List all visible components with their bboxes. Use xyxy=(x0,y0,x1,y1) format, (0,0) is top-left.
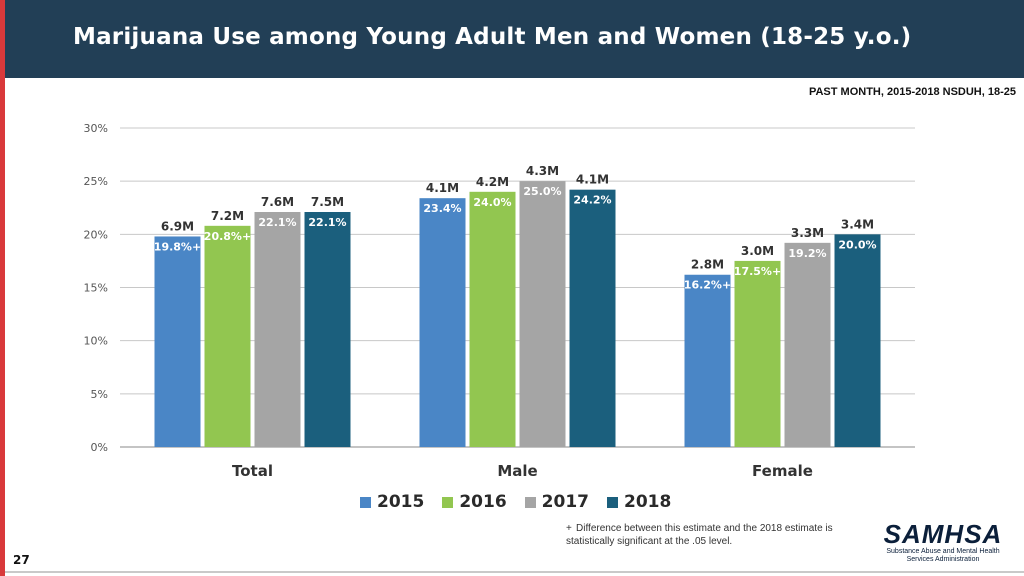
count-label: 3.0M xyxy=(741,244,774,258)
data-label: 25.0% xyxy=(523,185,561,198)
count-label: 4.3M xyxy=(526,164,559,178)
x-category-label: Total xyxy=(232,462,273,480)
bottom-divider xyxy=(5,571,1024,573)
legend-label: 2015 xyxy=(377,492,425,512)
page-number: 27 xyxy=(13,553,30,567)
bar-female-2015 xyxy=(684,274,731,447)
data-label: 20.8%+ xyxy=(204,230,251,243)
data-label: 19.2% xyxy=(788,247,826,260)
left-accent-stripe xyxy=(0,0,5,576)
bar-total-2016 xyxy=(204,225,251,447)
count-label: 7.5M xyxy=(311,195,344,209)
bar-female-2016 xyxy=(734,260,781,447)
bar-male-2015 xyxy=(419,198,466,447)
y-tick-label: 30% xyxy=(84,122,108,135)
legend-item-2018: 2018 xyxy=(606,492,672,512)
slide-title: Marijuana Use among Young Adult Men and … xyxy=(73,24,912,50)
data-label: 17.5%+ xyxy=(734,265,781,278)
data-label: 22.1% xyxy=(308,216,346,229)
count-label: 4.1M xyxy=(426,181,459,195)
legend-label: 2017 xyxy=(541,492,589,512)
title-bar: Marijuana Use among Young Adult Men and … xyxy=(5,0,1024,78)
data-label: 24.2% xyxy=(573,194,611,207)
y-tick-label: 20% xyxy=(84,228,108,241)
x-category-label: Female xyxy=(752,462,813,480)
bar-male-2016 xyxy=(469,191,516,447)
bar-female-2017 xyxy=(784,242,831,447)
count-label: 7.6M xyxy=(261,195,294,209)
legend-item-2017: 2017 xyxy=(524,492,589,512)
samhsa-logo: SAMHSA Substance Abuse and Mental Health… xyxy=(880,520,1006,564)
data-label: 16.2%+ xyxy=(684,279,731,292)
count-label: 4.1M xyxy=(576,173,609,187)
legend-item-2015: 2015 xyxy=(360,492,424,512)
data-label: 24.0% xyxy=(473,196,511,209)
y-tick-label: 10% xyxy=(84,335,108,348)
count-label: 2.8M xyxy=(691,258,724,272)
legend-swatch xyxy=(606,496,618,508)
count-label: 6.9M xyxy=(161,219,194,233)
bar-total-2017 xyxy=(254,212,301,447)
count-label: 7.2M xyxy=(211,209,244,223)
y-tick-label: 5% xyxy=(91,388,108,401)
data-label: 23.4% xyxy=(423,202,461,215)
chart-legend: 2015 2016 2017 2018 xyxy=(360,491,671,513)
logo-wordmark: SAMHSA xyxy=(883,519,1003,549)
y-tick-label: 0% xyxy=(91,441,108,454)
x-category-label: Male xyxy=(497,462,537,480)
bar-male-2017 xyxy=(519,181,566,447)
footnote-marker: + xyxy=(566,523,572,534)
y-tick-label: 25% xyxy=(84,175,108,188)
chart-subtitle: PAST MONTH, 2015-2018 NSDUH, 18-25 xyxy=(808,86,1016,98)
bar-total-2018 xyxy=(304,212,351,447)
count-label: 3.3M xyxy=(791,226,824,240)
data-label: 19.8%+ xyxy=(154,240,201,253)
bar-female-2018 xyxy=(834,234,881,447)
legend-swatch xyxy=(360,496,371,508)
footnote-text: Difference between this estimate and the… xyxy=(566,523,833,547)
legend-label: 2018 xyxy=(623,492,672,512)
legend-swatch xyxy=(442,496,454,508)
count-label: 4.2M xyxy=(476,175,509,189)
bar-male-2018 xyxy=(569,189,616,447)
data-label: 20.0% xyxy=(838,238,876,251)
legend-item-2016: 2016 xyxy=(442,492,507,512)
count-label: 3.4M xyxy=(841,217,874,231)
legend-label: 2016 xyxy=(459,492,507,512)
logo-subtext: Substance Abuse and Mental Health Servic… xyxy=(886,548,1000,563)
data-label: 22.1% xyxy=(258,216,296,229)
footnote: + Difference between this estimate and th… xyxy=(566,522,866,548)
legend-swatch xyxy=(524,496,536,508)
bar-total-2015 xyxy=(154,236,201,447)
y-tick-label: 15% xyxy=(84,282,108,295)
